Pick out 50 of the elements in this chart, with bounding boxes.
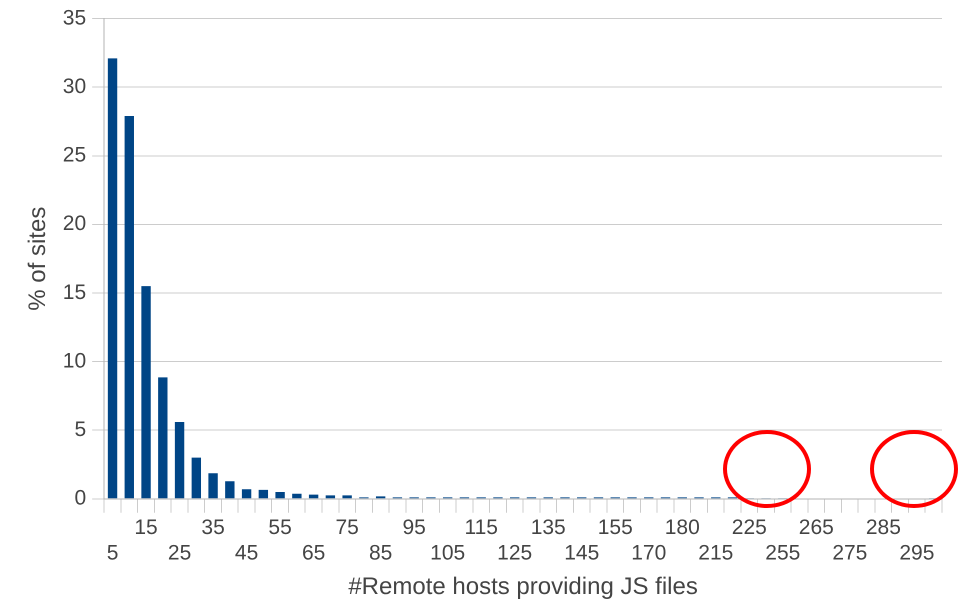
x-tick-label: 125 [497,541,532,564]
bar [174,422,184,498]
y-tick-label: 35 [62,6,86,30]
x-tick-label: 255 [765,541,800,564]
x-tick-label: 285 [866,516,901,540]
bar [292,494,302,498]
x-tick-label: 85 [368,541,392,564]
bar [208,473,218,498]
x-tick-label: 15 [134,516,158,540]
y-tick-label: 0 [74,486,86,510]
y-tick-label: 20 [62,212,86,236]
y-tick-label: 5 [74,418,86,441]
bar [158,377,168,498]
bar [141,286,151,498]
x-tick-label: 65 [302,541,326,564]
x-tick-label: 55 [268,516,292,540]
x-tick-label: 75 [335,516,359,540]
x-tick-label: 170 [631,541,666,564]
y-tick-label: 15 [62,280,86,304]
x-tick-label: 295 [899,541,934,564]
bar [225,481,235,498]
y-tick-label: 30 [62,74,86,98]
bar [242,489,252,498]
x-tick-label: 215 [698,541,734,564]
x-tick-label: 45 [234,541,258,564]
x-tick-label: 145 [564,541,600,564]
x-tick-label: 25 [168,541,192,564]
x-tick-label: 225 [732,516,767,540]
bar [326,495,336,498]
y-tick-label: 10 [62,349,86,372]
bar [124,116,134,498]
y-axis-title: % of sites [24,206,52,311]
x-axis-title: #Remote hosts providing JS files [348,573,698,600]
x-tick-label: 275 [832,541,868,564]
bar [192,458,202,498]
x-tick-label: 265 [798,516,834,540]
bar [342,495,352,498]
x-tick-label: 95 [402,516,426,540]
bar [108,58,118,498]
x-tick-label: 180 [664,516,700,540]
x-tick-label: 115 [464,516,498,540]
bar [258,490,268,498]
bar [275,492,285,498]
x-tick-label: 155 [598,516,633,540]
x-tick-label: 35 [201,516,225,540]
bar [308,494,318,498]
x-tick-label: 135 [530,516,566,540]
x-tick-label: 105 [430,541,466,564]
y-tick-label: 25 [62,144,86,167]
x-tick-label: 5 [106,541,118,564]
